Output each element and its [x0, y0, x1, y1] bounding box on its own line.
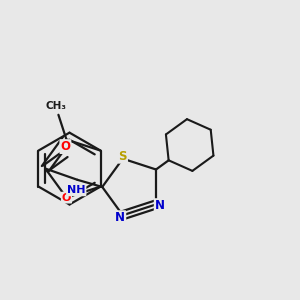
Text: CH₃: CH₃	[45, 101, 66, 111]
Text: NH: NH	[67, 185, 86, 195]
Text: N: N	[155, 199, 165, 212]
Text: O: O	[62, 193, 71, 202]
Text: O: O	[60, 140, 70, 153]
Text: S: S	[118, 150, 127, 163]
Text: N: N	[115, 211, 125, 224]
